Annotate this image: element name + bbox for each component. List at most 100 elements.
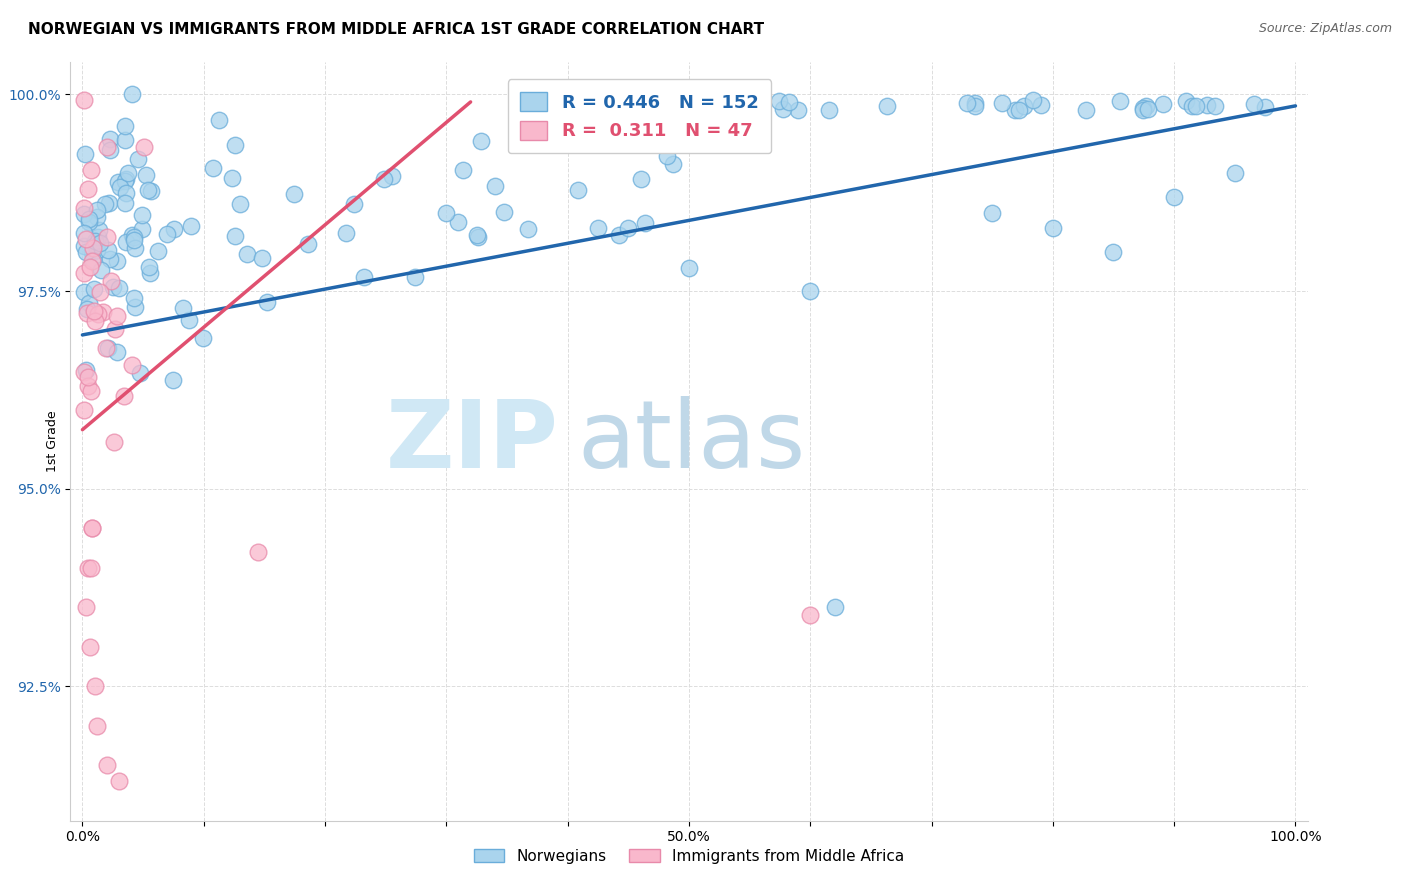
Point — [72, 285, 94, 300]
Point — [1109, 95, 1132, 109]
Point — [105, 309, 128, 323]
Text: atlas: atlas — [578, 395, 806, 488]
Point — [247, 545, 270, 559]
Point — [571, 99, 593, 113]
Point — [1022, 93, 1045, 107]
Point — [103, 435, 125, 450]
Point — [104, 321, 127, 335]
Point — [114, 195, 136, 210]
Point — [799, 608, 821, 623]
Point — [1184, 99, 1206, 113]
Point — [91, 305, 114, 319]
Point — [630, 172, 652, 186]
Point — [124, 241, 146, 255]
Point — [86, 202, 108, 217]
Point — [75, 232, 97, 246]
Point — [98, 143, 121, 157]
Point — [229, 197, 252, 211]
Point — [121, 87, 143, 101]
Point — [114, 132, 136, 146]
Point — [97, 196, 120, 211]
Text: NORWEGIAN VS IMMIGRANTS FROM MIDDLE AFRICA 1ST GRADE CORRELATION CHART: NORWEGIAN VS IMMIGRANTS FROM MIDDLE AFRI… — [28, 22, 765, 37]
Point — [465, 228, 488, 243]
Point — [108, 281, 131, 295]
Point — [114, 119, 136, 133]
Point — [122, 291, 145, 305]
Point — [82, 244, 104, 259]
Point — [87, 307, 110, 321]
Point — [75, 600, 97, 615]
Point — [177, 313, 200, 327]
Point — [108, 179, 131, 194]
Point — [156, 227, 179, 241]
Point — [1181, 98, 1204, 112]
Point — [89, 223, 111, 237]
Point — [80, 254, 103, 268]
Point — [75, 146, 97, 161]
Point — [1029, 98, 1052, 112]
Point — [122, 233, 145, 247]
Point — [956, 95, 979, 110]
Point — [297, 237, 319, 252]
Point — [79, 296, 101, 310]
Point — [135, 168, 157, 182]
Point — [89, 285, 111, 299]
Point — [89, 235, 111, 250]
Point — [127, 152, 149, 166]
Point — [76, 182, 98, 196]
Point — [609, 228, 631, 243]
Point — [1136, 102, 1159, 116]
Point — [117, 166, 139, 180]
Point — [134, 140, 156, 154]
Point — [1204, 99, 1226, 113]
Point — [139, 185, 162, 199]
Point — [768, 94, 790, 108]
Point — [381, 169, 404, 183]
Point — [80, 163, 103, 178]
Point — [1152, 96, 1174, 111]
Point — [1197, 98, 1219, 112]
Point — [82, 252, 104, 267]
Point — [77, 370, 100, 384]
Point — [76, 301, 98, 316]
Point — [661, 157, 683, 171]
Point — [1254, 100, 1277, 114]
Point — [224, 229, 246, 244]
Point — [1042, 221, 1064, 235]
Point — [824, 600, 846, 615]
Point — [484, 179, 506, 194]
Point — [447, 215, 470, 229]
Point — [146, 244, 169, 259]
Point — [114, 174, 136, 188]
Point — [75, 363, 97, 377]
Point — [963, 99, 986, 113]
Point — [105, 345, 128, 359]
Point — [817, 103, 839, 117]
Point — [86, 230, 108, 244]
Point — [96, 758, 118, 772]
Point — [1132, 101, 1154, 115]
Point — [82, 521, 104, 535]
Point — [77, 215, 100, 229]
Point — [1102, 244, 1125, 259]
Point — [98, 252, 121, 266]
Point — [787, 103, 810, 117]
Text: ZIP: ZIP — [387, 395, 560, 488]
Point — [96, 140, 118, 154]
Point — [83, 303, 105, 318]
Point — [799, 285, 821, 299]
Point — [138, 260, 160, 274]
Point — [107, 175, 129, 189]
Point — [83, 282, 105, 296]
Y-axis label: 1st Grade: 1st Grade — [46, 410, 59, 473]
Point — [256, 294, 278, 309]
Point — [681, 98, 703, 112]
Point — [235, 247, 257, 261]
Point — [105, 254, 128, 268]
Point — [876, 99, 898, 113]
Point — [678, 260, 700, 275]
Point — [103, 280, 125, 294]
Point — [451, 162, 474, 177]
Point — [94, 342, 117, 356]
Point — [990, 95, 1012, 110]
